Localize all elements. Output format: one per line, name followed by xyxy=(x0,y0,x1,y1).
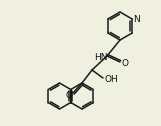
Text: O: O xyxy=(122,59,128,68)
Text: O: O xyxy=(66,90,73,100)
Text: N: N xyxy=(133,15,140,24)
Text: HN: HN xyxy=(94,53,107,62)
Text: OH: OH xyxy=(104,75,118,84)
